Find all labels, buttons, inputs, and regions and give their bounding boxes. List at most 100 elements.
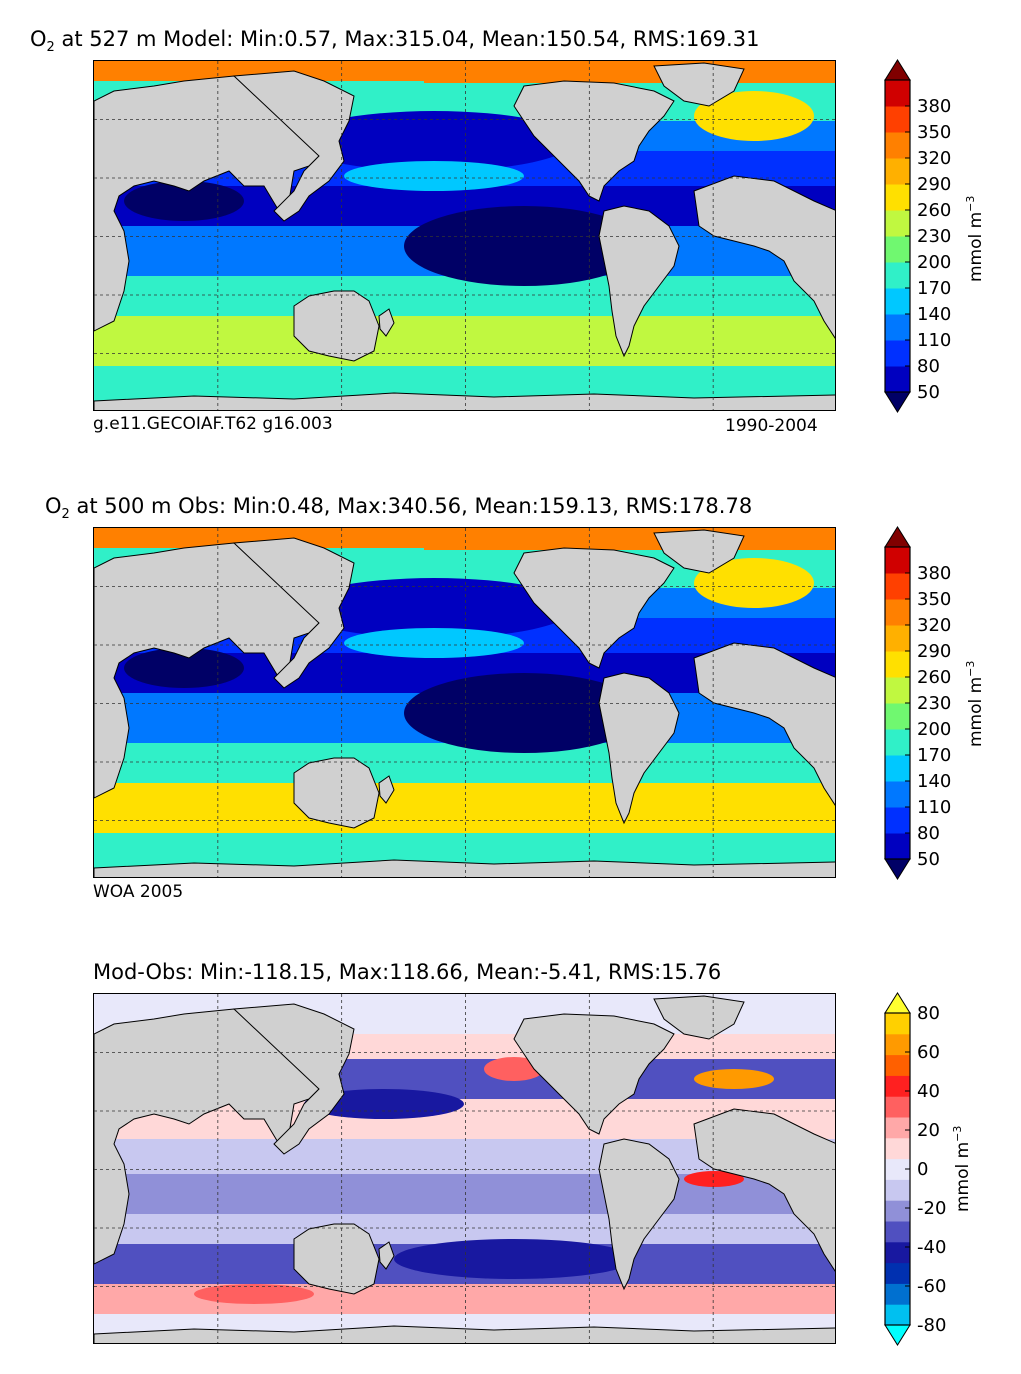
colorbar-segment: [885, 755, 910, 782]
land-mass: [513, 547, 675, 669]
colorbar-segment: [885, 1013, 910, 1035]
colorbar-tick-label: 230: [917, 226, 951, 247]
colorbar-tick-label: 260: [917, 200, 951, 221]
panel-1-colorbar: 380 350 320 290 260 230 200 170 140 110 80 50: [884, 59, 951, 413]
land-mass: [513, 1013, 675, 1135]
land-mass: [513, 80, 675, 202]
colorbar-tick-label: 200: [917, 719, 951, 740]
mid-oxygen-region: [344, 628, 524, 658]
positive-anomaly: [194, 1284, 314, 1304]
land-mass: [293, 757, 380, 829]
colorbar-tick-label: 380: [917, 96, 951, 117]
land-mass: [693, 642, 835, 806]
colorbar-segment: [885, 1054, 910, 1076]
panel-1-colorbar-label: mmol m−3: [964, 195, 986, 283]
colorbar-tick-label: 50: [917, 382, 940, 403]
colorbar-tick-label: 80: [917, 1003, 940, 1024]
colorbar-tick-label: 200: [917, 252, 951, 273]
colorbar-segment: [885, 1283, 910, 1305]
colorbar-tick-label: 80: [917, 823, 940, 844]
land-mass: [94, 859, 835, 877]
negative-anomaly: [304, 1089, 464, 1119]
land-mass: [653, 529, 745, 574]
colorbar-segment: [885, 288, 910, 315]
colorbar-segment: [885, 677, 910, 704]
land-mass: [693, 1108, 835, 1272]
colorbar-segment: [885, 132, 910, 159]
mid-oxygen-region: [344, 161, 524, 191]
concentration-band: [94, 276, 835, 316]
land-mass: [378, 775, 395, 804]
panel-2-left-note: WOA 2005: [93, 882, 184, 902]
concentration-band: [94, 783, 835, 833]
colorbar-segment: [885, 366, 910, 393]
colorbar-segment: [885, 807, 910, 834]
oxygen-minimum-zone: [124, 181, 244, 221]
colorbar-high-extension: [884, 59, 911, 81]
colorbar-tick-label: 290: [917, 174, 951, 195]
panel-1-right-note: 1990-2004: [725, 416, 818, 436]
colorbar-segment: [885, 1221, 910, 1243]
oxygen-minimum-zone: [404, 673, 644, 753]
colorbar-segment: [885, 1241, 910, 1264]
colorbar-tick-label: 140: [917, 304, 951, 325]
colorbar-tick-label: 350: [917, 122, 951, 143]
panel-2-map: [93, 527, 836, 878]
colorbar-segment: [885, 80, 910, 107]
colorbar-tick-label: 380: [917, 563, 951, 584]
difference-band: [94, 1214, 835, 1244]
colorbar-segment: [885, 210, 910, 237]
positive-anomaly: [694, 1069, 774, 1089]
colorbar-low-extension: [884, 858, 911, 880]
negative-anomaly: [394, 1239, 634, 1279]
land-mass: [598, 672, 680, 825]
colorbar-segment: [885, 106, 910, 133]
colorbar-tick-label: 140: [917, 771, 951, 792]
land-mass: [293, 290, 380, 362]
colorbar-tick-label: 20: [917, 1120, 940, 1141]
panel-3-colorbar-label: mmol m−3: [951, 1125, 973, 1213]
colorbar-low-extension: [884, 391, 911, 413]
panel-1-title: O2 at 527 m Model: Min:0.57, Max:315.04,…: [30, 27, 760, 56]
land-mass: [693, 175, 835, 339]
colorbar-segment: [885, 236, 910, 263]
panel-2-colorbar-label: mmol m−3: [964, 660, 986, 748]
land-mass: [378, 308, 395, 337]
colorbar-tick-label: -60: [917, 1276, 946, 1297]
colorbar-segment: [885, 833, 910, 860]
land-mass: [94, 392, 835, 410]
colorbar-tick-label: 290: [917, 641, 951, 662]
panel-1-left-note: g.e11.GECOIAF.T62 g16.003: [93, 414, 333, 434]
land-mass: [293, 1223, 380, 1295]
colorbar-segment: [885, 1117, 910, 1139]
panel-3-colorbar: 80 60 40 20 0 -20 -40 -60 -80: [884, 992, 946, 1346]
positive-anomaly: [684, 1171, 744, 1187]
concentration-band: [94, 743, 835, 783]
colorbar-tick-label: 60: [917, 1042, 940, 1063]
land-mass: [232, 70, 355, 222]
colorbar-segment: [885, 340, 910, 367]
colorbar-tick-label: 260: [917, 667, 951, 688]
land-mass: [232, 537, 355, 689]
colorbar-tick-label: 170: [917, 278, 951, 299]
colorbar-segment: [885, 547, 910, 574]
colorbar-segment: [885, 184, 910, 211]
concentration-band: [94, 316, 835, 366]
colorbar-segment: [885, 1033, 910, 1056]
colorbar-segment: [885, 1262, 910, 1284]
panel-2-colorbar: 380 350 320 290 260 230 200 170 140 110 80 50: [884, 526, 951, 880]
colorbar-tick-label: -80: [917, 1315, 946, 1336]
colorbar-tick-label: 320: [917, 148, 951, 169]
colorbar-segment: [885, 1304, 910, 1326]
colorbar-segment: [885, 599, 910, 626]
colorbar-segment: [885, 314, 910, 341]
colorbar-segment: [885, 651, 910, 678]
colorbar-tick-label: 110: [917, 330, 951, 351]
colorbar-tick-label: 50: [917, 849, 940, 870]
colorbar-segment: [885, 158, 910, 185]
arctic-high-oxygen: [424, 528, 835, 550]
colorbar-high-extension: [884, 526, 911, 548]
land-mass: [378, 1241, 395, 1270]
colorbar-segment: [885, 1075, 910, 1097]
colorbar-tick-label: 0: [917, 1159, 928, 1180]
